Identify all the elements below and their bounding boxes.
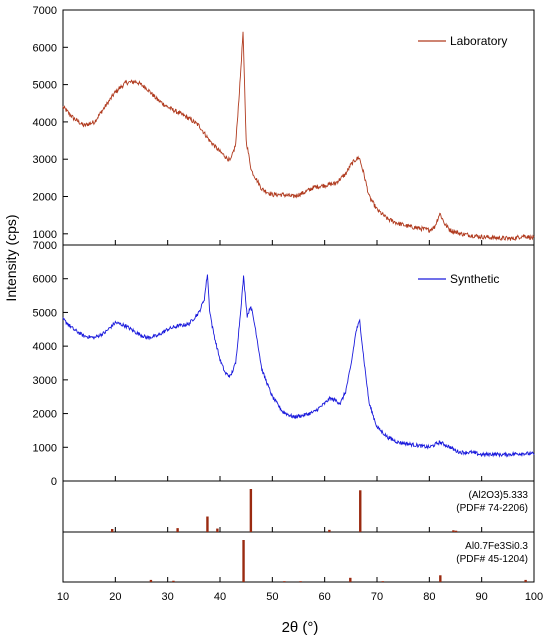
x-tick-label: 100 xyxy=(525,591,543,603)
y-tick-label: 5000 xyxy=(33,80,57,92)
reference-bar xyxy=(172,580,175,582)
x-tick-label: 70 xyxy=(371,591,383,603)
reference-bar xyxy=(176,528,179,532)
reference-pdf-number: (PDF# 45-1204) xyxy=(456,554,528,565)
y-tick-label: 3000 xyxy=(33,375,57,387)
y-tick-label: 4000 xyxy=(33,341,57,353)
reference-bars xyxy=(110,489,527,582)
y-tick-label: 7000 xyxy=(33,240,57,252)
reference-bar xyxy=(328,529,331,532)
synthetic-legend-label: Synthetic xyxy=(450,272,499,286)
reference-bar xyxy=(349,577,352,582)
reference-bar xyxy=(359,490,362,532)
reference-bar xyxy=(110,528,114,532)
y-tick-label: 4000 xyxy=(33,117,57,129)
x-tick-label: 80 xyxy=(423,591,435,603)
legends: Laboratory Synthetic (Al2O3)5.333 (PDF# 74-… xyxy=(418,34,528,565)
y-tick-labels-bottom: 0 1000 2000 3000 4000 5000 6000 7000 xyxy=(33,240,57,488)
reference-bar xyxy=(249,489,253,532)
series-lines xyxy=(62,31,535,458)
reference-bar xyxy=(299,581,302,582)
synthetic-line xyxy=(62,274,535,458)
reference-bar xyxy=(454,530,458,532)
y-tick-label: 1000 xyxy=(33,442,57,454)
panel-frame-4 xyxy=(62,531,535,583)
y-tick-label: 6000 xyxy=(33,42,57,54)
y-tick-label: 3000 xyxy=(33,154,57,166)
y-tick-label: 0 xyxy=(51,476,57,488)
x-axis-label: 2θ (°) xyxy=(282,619,319,636)
x-tick-label: 20 xyxy=(109,591,121,603)
reference-bar xyxy=(439,575,442,582)
laboratory-legend-label: Laboratory xyxy=(450,34,507,48)
y-tick-label: 7000 xyxy=(33,5,57,17)
reference-bar xyxy=(149,579,153,582)
x-tick-label: 60 xyxy=(319,591,331,603)
y-tick-label: 5000 xyxy=(33,307,57,319)
x-tick-label: 50 xyxy=(266,591,278,603)
x-tick-label: 40 xyxy=(214,591,226,603)
reference-pdf-number: (PDF# 74-2206) xyxy=(456,503,528,514)
reference-bar xyxy=(242,540,245,582)
laboratory-line xyxy=(62,31,535,242)
reference-bar xyxy=(524,579,527,582)
x-tick-label: 90 xyxy=(476,591,488,603)
y-tick-label: 2000 xyxy=(33,409,57,421)
reference-bar xyxy=(381,581,384,582)
panel-frames xyxy=(62,9,535,583)
reference-bar xyxy=(452,530,455,532)
y-tick-label: 1000 xyxy=(33,229,57,241)
reference-phase-name: (Al2O3)5.333 xyxy=(469,490,529,501)
y-tick-label: 6000 xyxy=(33,274,57,286)
x-tick-label: 30 xyxy=(162,591,174,603)
x-tick-labels: 10 20 30 40 50 60 70 80 90 100 xyxy=(57,591,543,603)
y-tick-label: 2000 xyxy=(33,192,57,204)
reference-bar xyxy=(206,516,209,532)
y-axis-label: Intensity (cps) xyxy=(3,214,19,301)
reference-phase-name: Al0.7Fe3Si0.3 xyxy=(465,541,528,552)
reference-bar xyxy=(216,528,219,532)
x-tick-label: 10 xyxy=(57,591,69,603)
axis-ticks xyxy=(62,9,535,582)
y-tick-labels-top: 1000 2000 3000 4000 5000 6000 7000 xyxy=(33,5,57,241)
reference-bar xyxy=(283,581,286,582)
